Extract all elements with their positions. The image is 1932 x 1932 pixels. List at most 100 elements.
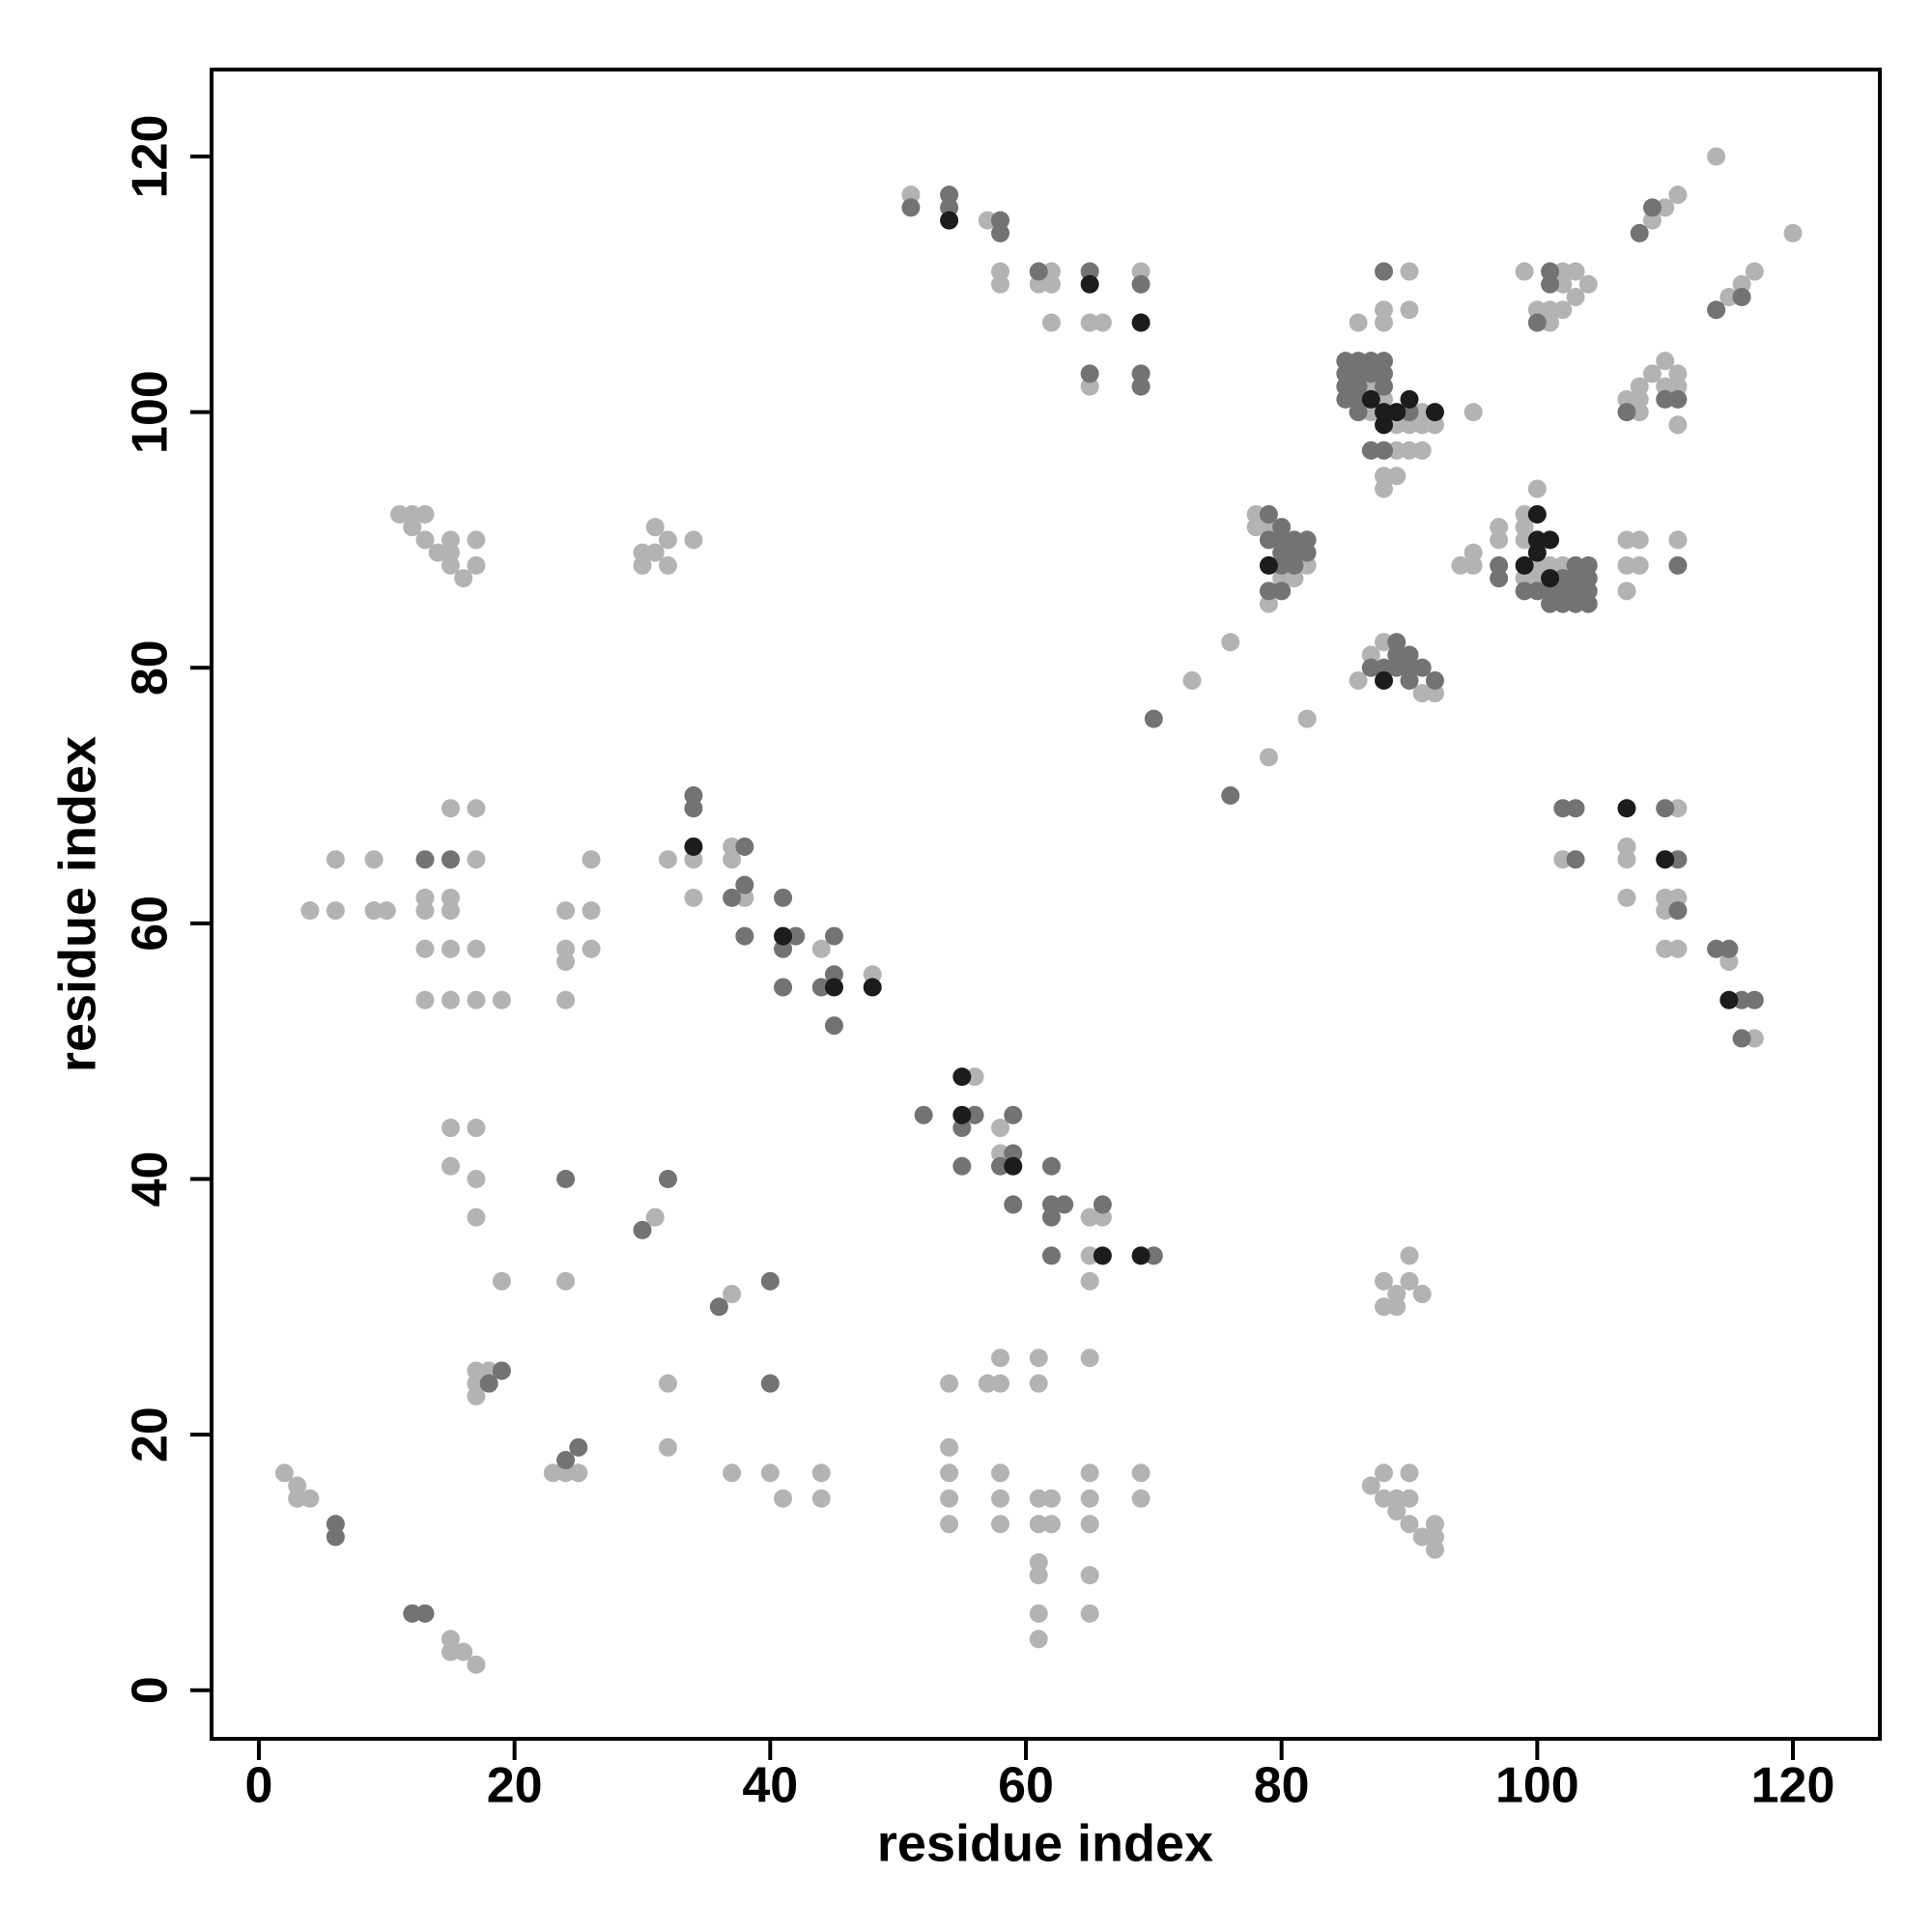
point xyxy=(1656,888,1675,907)
point xyxy=(415,850,435,869)
point xyxy=(991,1144,1010,1163)
point xyxy=(1412,1285,1432,1304)
point xyxy=(940,185,959,205)
point xyxy=(824,965,843,984)
point xyxy=(415,888,435,907)
point xyxy=(1553,569,1573,588)
point xyxy=(940,198,959,217)
point xyxy=(1566,594,1585,613)
point xyxy=(824,1016,843,1036)
point xyxy=(1527,504,1547,524)
point xyxy=(723,850,742,869)
point xyxy=(645,1208,665,1227)
point xyxy=(1080,364,1099,384)
point xyxy=(1656,850,1675,869)
point xyxy=(760,1271,780,1291)
point xyxy=(991,1156,1010,1176)
point xyxy=(1349,670,1368,690)
point xyxy=(556,990,576,1009)
point xyxy=(991,262,1010,281)
point xyxy=(326,1515,345,1534)
point xyxy=(492,1361,511,1380)
point xyxy=(940,1463,959,1483)
point xyxy=(863,978,882,997)
point xyxy=(1029,262,1048,281)
point xyxy=(364,850,384,869)
point xyxy=(326,901,345,921)
point xyxy=(1617,555,1636,575)
y-tick-label: 20 xyxy=(123,1406,179,1463)
point xyxy=(952,1105,972,1124)
point xyxy=(735,888,754,907)
point xyxy=(1221,786,1240,806)
point xyxy=(440,1119,460,1138)
point xyxy=(479,1361,498,1380)
point xyxy=(1541,530,1560,550)
point xyxy=(1668,799,1688,818)
point xyxy=(684,888,703,907)
point xyxy=(1656,389,1675,409)
point xyxy=(952,1156,972,1176)
point xyxy=(1490,555,1509,575)
point xyxy=(1630,377,1649,396)
point xyxy=(1553,850,1573,869)
point xyxy=(1400,1515,1419,1534)
point xyxy=(1656,198,1675,217)
point xyxy=(1029,1489,1048,1508)
point xyxy=(1375,313,1394,332)
point xyxy=(1515,582,1534,601)
point xyxy=(556,1463,576,1483)
point xyxy=(863,965,882,984)
point xyxy=(811,1463,831,1483)
point xyxy=(1259,518,1278,537)
point xyxy=(403,518,422,537)
point xyxy=(1400,1271,1419,1291)
point xyxy=(684,799,703,818)
point xyxy=(1617,530,1636,550)
point xyxy=(1272,582,1292,601)
point xyxy=(1668,888,1688,907)
point xyxy=(1425,1540,1444,1559)
point xyxy=(1349,352,1368,371)
point xyxy=(633,555,652,575)
point xyxy=(1285,530,1304,550)
point xyxy=(467,939,486,958)
point xyxy=(415,1604,435,1623)
point xyxy=(1527,555,1547,575)
point xyxy=(543,1463,562,1483)
point xyxy=(1131,262,1151,281)
point xyxy=(991,1119,1010,1138)
point xyxy=(1029,1374,1048,1393)
point xyxy=(1425,670,1444,690)
point xyxy=(1144,1246,1163,1265)
point xyxy=(1041,274,1061,294)
point xyxy=(440,1630,460,1649)
point xyxy=(1412,440,1432,460)
point xyxy=(467,1208,486,1227)
point xyxy=(978,211,997,230)
point xyxy=(1093,1195,1112,1214)
point xyxy=(1617,888,1636,907)
point xyxy=(684,850,703,869)
point xyxy=(1400,1489,1419,1508)
point xyxy=(1336,389,1355,409)
point xyxy=(1336,352,1355,371)
point xyxy=(274,1463,294,1483)
point xyxy=(1745,990,1764,1009)
point xyxy=(403,504,422,524)
point xyxy=(735,837,754,856)
point xyxy=(1041,313,1061,332)
point xyxy=(428,543,447,562)
point xyxy=(1004,1144,1023,1163)
point xyxy=(1041,1246,1061,1265)
point xyxy=(1029,274,1048,294)
point xyxy=(1131,364,1151,384)
point xyxy=(1375,479,1394,498)
x-axis-label: residue index xyxy=(877,1814,1213,1872)
y-tick-label: 60 xyxy=(123,895,179,952)
point xyxy=(658,530,677,550)
point xyxy=(1515,530,1534,550)
x-tick-label: 80 xyxy=(1254,1758,1310,1814)
point xyxy=(1387,633,1406,652)
point xyxy=(582,850,601,869)
